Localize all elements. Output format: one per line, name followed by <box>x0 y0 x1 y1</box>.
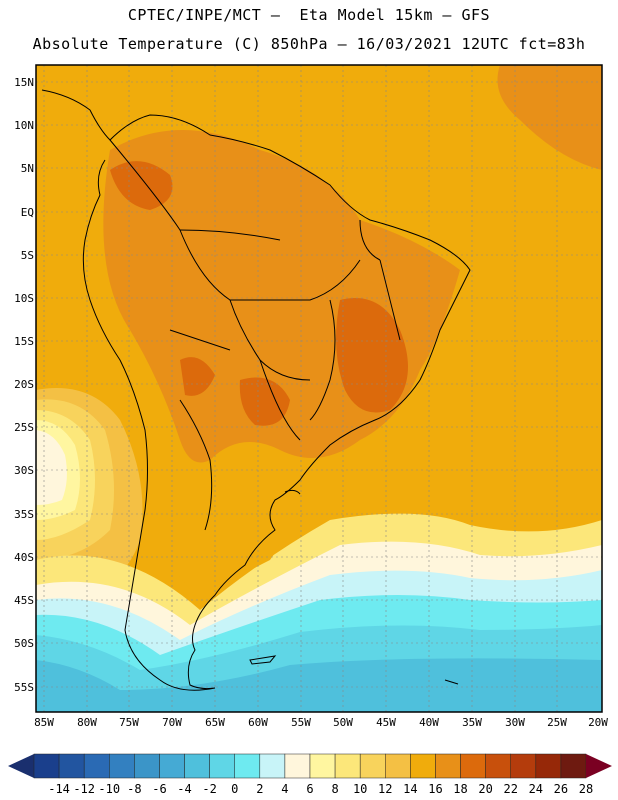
colorbar <box>8 753 612 779</box>
map-title-line1: CPTEC/INPE/MCT – Eta Model 15km – GFS <box>127 6 491 24</box>
colorbar-tick-label: 4 <box>281 782 289 796</box>
map-frame <box>35 64 603 713</box>
colorbar-tick-label: 10 <box>352 782 368 796</box>
lat-label: 50S <box>14 637 34 650</box>
colorbar-tick-label: 28 <box>578 782 594 796</box>
colorbar-tick-label: -4 <box>177 782 192 796</box>
colorbar-swatch <box>309 753 336 779</box>
lon-label: 25W <box>547 716 567 729</box>
lon-label: 80W <box>77 716 97 729</box>
colorbar-tick-label: 8 <box>331 782 339 796</box>
lon-label: 60W <box>248 716 268 729</box>
lat-label: 40S <box>14 551 34 564</box>
lon-label: 65W <box>205 716 225 729</box>
lon-label: 85W <box>34 716 54 729</box>
colorbar-tick-label: 16 <box>428 782 443 796</box>
map-title-line2: Absolute Temperature (C) 850hPa – 16/03/… <box>32 35 586 53</box>
coastlines <box>41 89 471 691</box>
colorbar-swatch <box>560 753 587 779</box>
lat-label: 20S <box>14 378 34 391</box>
colorbar-tick-label: -10 <box>98 782 121 796</box>
colorbar-tick-label: 18 <box>453 782 468 796</box>
lon-label: 20W <box>588 716 608 729</box>
lon-label: 30W <box>505 716 525 729</box>
colorbar-swatch <box>259 753 286 779</box>
colorbar-swatch <box>334 753 361 779</box>
graticule <box>36 65 602 712</box>
lon-label: 40W <box>419 716 439 729</box>
lat-label: 10N <box>14 119 34 132</box>
colorbar-swatch <box>134 753 160 779</box>
colorbar-tick-label: -14 <box>48 782 70 796</box>
colorbar-tick-label: 12 <box>378 782 393 796</box>
colorbar-tick-label: -6 <box>152 782 167 796</box>
colorbar-tick-label: 14 <box>403 782 418 796</box>
lat-label: 10S <box>14 292 34 305</box>
lon-label: 45W <box>376 716 396 729</box>
colorbar-tick-label: 26 <box>553 782 569 796</box>
colorbar-swatch <box>435 753 461 779</box>
colorbar-tick-label: 2 <box>256 782 264 796</box>
colorbar-swatch <box>535 753 562 779</box>
colorbar-swatch <box>460 753 486 779</box>
lat-label: 5N <box>20 162 34 175</box>
colorbar-swatch <box>410 753 436 779</box>
colorbar-tick-label: 20 <box>478 782 493 796</box>
colorbar-swatch <box>385 753 411 779</box>
colorbar-swatch <box>184 753 210 779</box>
lon-label: 75W <box>119 716 139 729</box>
colorbar-swatch <box>234 753 261 779</box>
colorbar-swatch <box>209 753 235 779</box>
colorbar-tick-label: 24 <box>528 782 544 796</box>
colorbar-tick-label: -2 <box>202 782 217 796</box>
lat-label: EQ <box>20 206 34 219</box>
lat-label: 15N <box>14 76 34 89</box>
colorbar-swatch <box>284 753 311 779</box>
lat-label: 45S <box>14 594 34 607</box>
lat-label: 35S <box>14 508 34 521</box>
colorbar-over-arrow <box>586 754 612 778</box>
colorbar-swatch <box>485 753 511 779</box>
lat-label: 55S <box>14 681 34 694</box>
colorbar-swatch <box>33 753 60 779</box>
lat-label: 15S <box>14 335 34 348</box>
colorbar-tick-label: -12 <box>73 782 96 796</box>
colorbar-swatch <box>109 753 135 779</box>
colorbar-swatch <box>359 753 386 779</box>
colorbar-swatch <box>58 753 85 779</box>
lat-label: 30S <box>14 464 34 477</box>
colorbar-swatch <box>83 753 110 779</box>
colorbar-tick-label: -8 <box>127 782 142 796</box>
lon-label: 55W <box>291 716 311 729</box>
colorbar-swatch <box>159 753 185 779</box>
lon-label: 35W <box>462 716 482 729</box>
lat-label: 25S <box>14 421 34 434</box>
lat-label: 5S <box>20 249 34 262</box>
lon-label: 70W <box>162 716 182 729</box>
colorbar-swatch <box>510 753 537 779</box>
colorbar-under-arrow <box>8 754 34 778</box>
temperature-field <box>36 65 602 712</box>
colorbar-tick-label: 22 <box>503 782 518 796</box>
colorbar-tick-label: 0 <box>231 782 239 796</box>
colorbar-tick-label: 6 <box>306 782 314 796</box>
lon-label: 50W <box>333 716 353 729</box>
